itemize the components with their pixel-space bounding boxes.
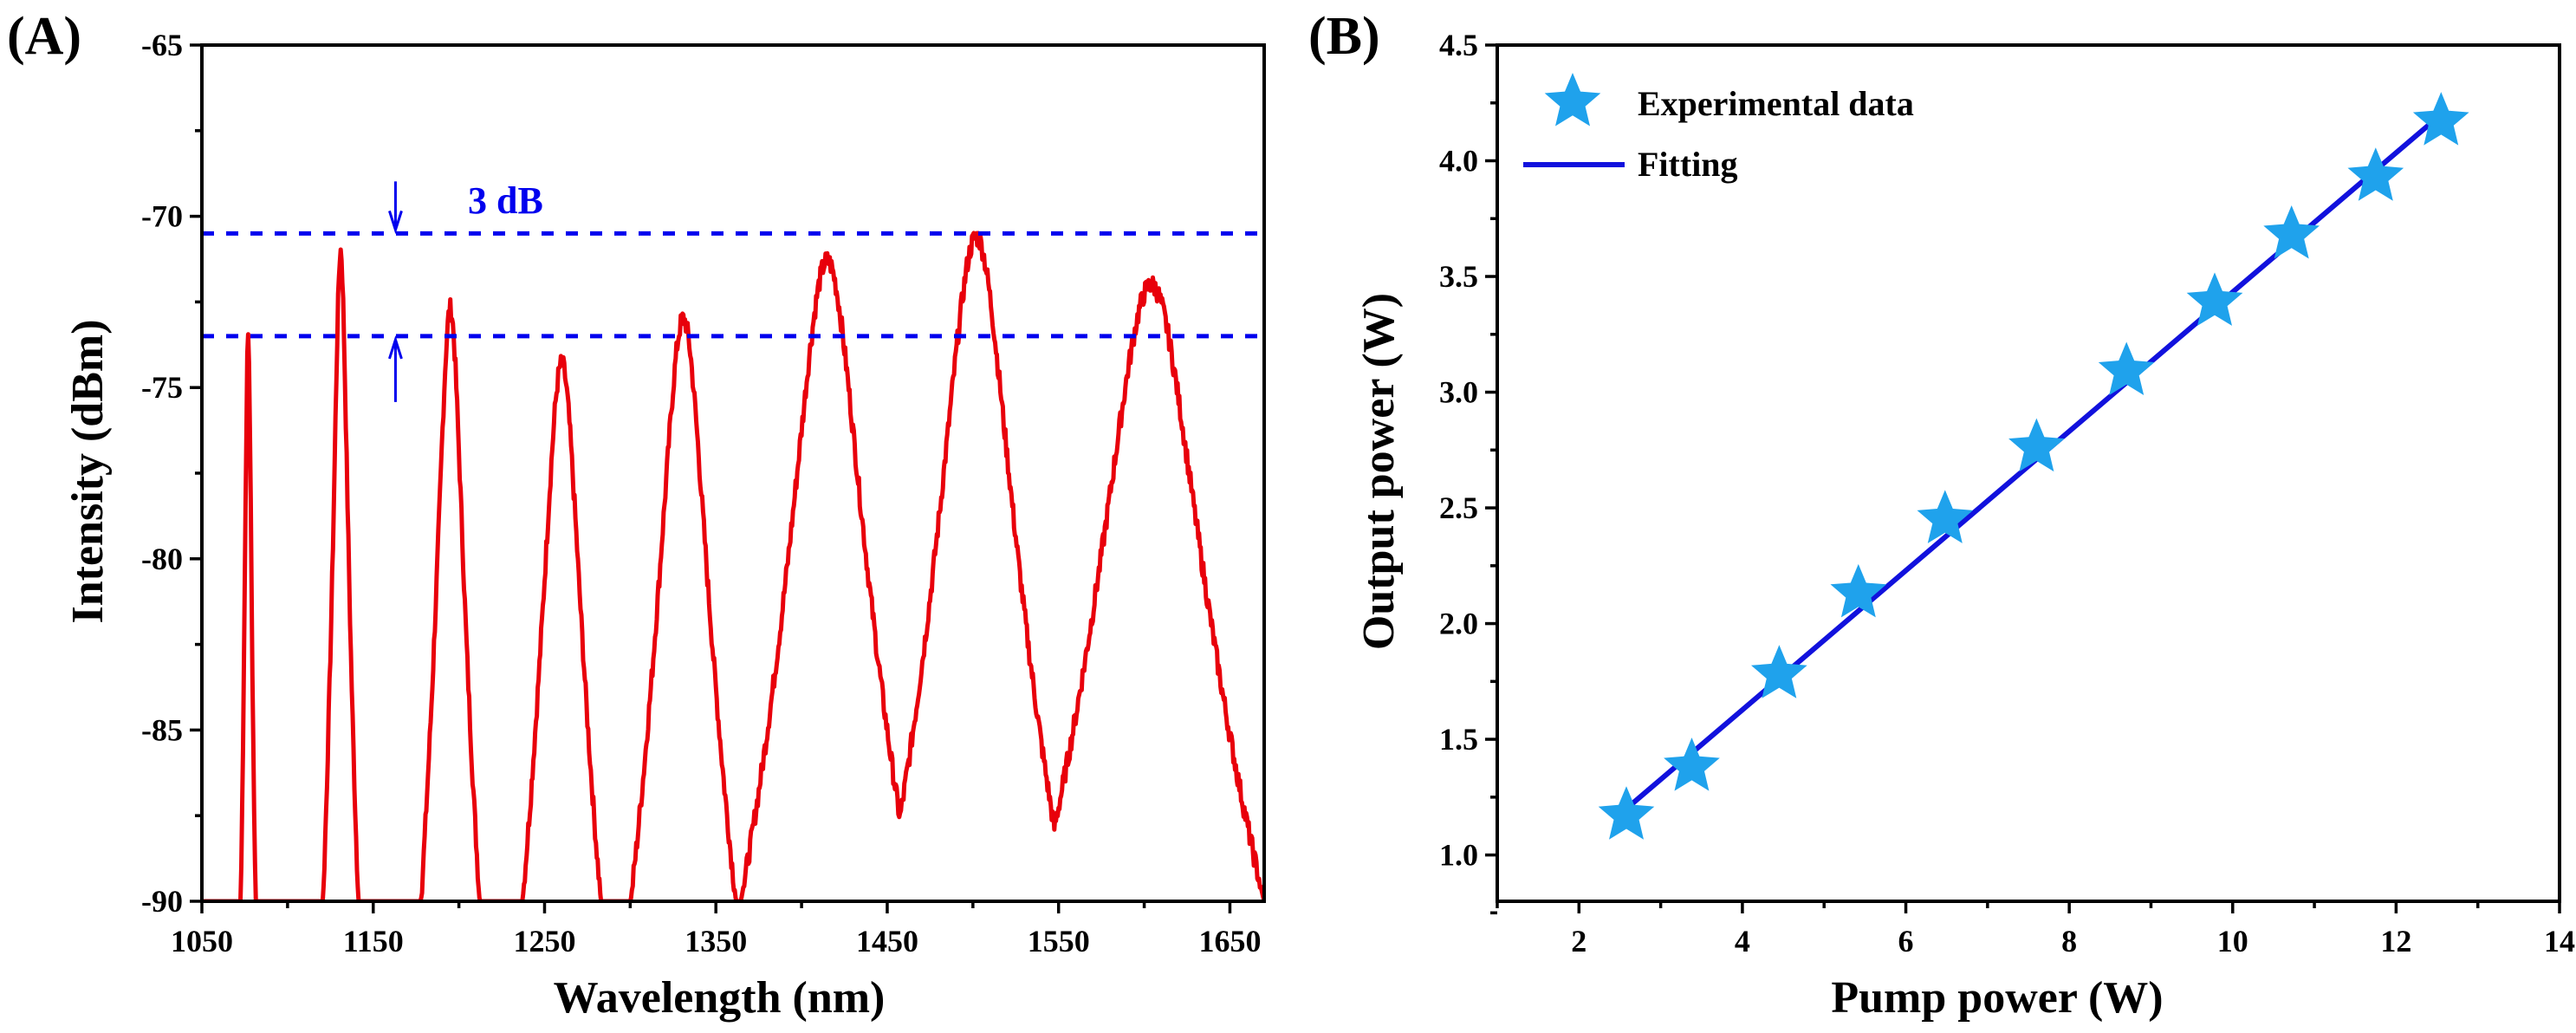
panel-b-label: (B) xyxy=(1308,7,1380,66)
panel-b-data-point-star xyxy=(1751,645,1807,698)
panel-b-x-tick-label: 12 xyxy=(2380,924,2411,958)
panel-b-power-chart: (B) 2 4 6 8 10 12 14 1.01.52.02.53.03.54.04.5 … xyxy=(1308,7,2575,1023)
legend-star-marker xyxy=(1544,73,1601,127)
panel-b-y-tick-label: 3.0 xyxy=(1439,375,1478,410)
panel-b-x-tick-label: 10 xyxy=(2217,924,2248,958)
panel-a-down-arrow-head xyxy=(388,210,403,235)
panel-a-x-ticks: 1050 1150 1250 1350 1450 1550 1650 xyxy=(171,901,1261,958)
panel-b-y-axis-title: Output power (W) xyxy=(1354,293,1404,650)
panel-a-3db-annotation: 3 dB xyxy=(468,179,543,222)
panel-b-y-tick-label: 3.5 xyxy=(1439,259,1478,294)
panel-a-y-tick-label: -90 xyxy=(141,884,183,919)
panel-b-data-point-star xyxy=(2008,418,2065,472)
legend-label-fitting: Fitting xyxy=(1638,145,1738,184)
panel-a-y-tick-label: -80 xyxy=(141,542,183,576)
panel-b-x-tick-label: 2 xyxy=(1571,924,1586,958)
panel-a-x-tick-label: 1350 xyxy=(685,924,747,958)
panel-b-y-tick-label: 1.5 xyxy=(1439,722,1478,757)
panel-b-y-tick-label: 4.0 xyxy=(1439,144,1478,179)
panel-b-data-point-star xyxy=(1598,786,1655,840)
panel-b-data-point-star xyxy=(2347,147,2404,201)
panel-b-x-tick-label: 8 xyxy=(2061,924,2077,958)
panel-a-x-tick-label: 1050 xyxy=(171,924,233,958)
panel-b-legend: Experimental data Fitting xyxy=(1523,73,1914,184)
panel-b-y-tick-label: 2.0 xyxy=(1439,607,1478,641)
panel-b-x-axis-title: Pump power (W) xyxy=(1831,973,2163,1023)
panel-a-y-tick-label: -75 xyxy=(141,370,183,405)
panel-a-x-tick-label: 1650 xyxy=(1198,924,1261,958)
panel-b-data-point-star xyxy=(2186,272,2243,326)
panel-a-label: (A) xyxy=(7,7,81,66)
panel-a-x-tick-label: 1450 xyxy=(856,924,918,958)
panel-b-data-point-star xyxy=(2098,341,2155,395)
panel-a-spectrum-chart: (A) 1050 1150 1250 1350 1450 1550 1650 -90-85-… xyxy=(7,7,1266,1023)
legend-star-shape xyxy=(1544,73,1601,127)
panel-b-y-tick-label: 2.5 xyxy=(1439,491,1478,525)
panel-a-y-tick-label: -70 xyxy=(141,199,183,234)
panel-b-y-ticks: 1.0 1.5 2.0 2.5 3.0 3.5 4.0 4.5 xyxy=(1439,28,1497,915)
panel-a-x-axis-title: Wavelength (nm) xyxy=(554,973,886,1023)
panel-b-data-point-star xyxy=(1917,490,1974,543)
panel-a-x-tick-label: 1150 xyxy=(343,924,404,958)
panel-a-axes-frame xyxy=(200,43,1266,903)
panel-a-y-axis-title: Intensity (dBm) xyxy=(63,319,113,623)
panel-a-y-tick-label: -65 xyxy=(141,28,183,62)
panel-a-x-tick-label: 1550 xyxy=(1028,924,1090,958)
panel-a-spectrum-line xyxy=(202,231,1264,901)
panel-b-x-tick-label: 6 xyxy=(1898,924,1914,958)
panel-b-x-tick-label: 4 xyxy=(1735,924,1750,958)
panel-b-data-point-star xyxy=(2412,92,2469,146)
panel-b-x-ticks: 2 4 6 8 10 12 14 xyxy=(1496,901,2575,958)
panel-b-y-tick-label: 4.5 xyxy=(1439,28,1478,62)
panel-b-plot-area xyxy=(1598,92,2469,840)
panel-b-x-tick-label: 14 xyxy=(2544,924,2575,958)
panel-b-axes-frame xyxy=(1496,43,2561,903)
legend-label-experimental: Experimental data xyxy=(1638,84,1914,123)
panel-a-y-ticks: -90 -85 -80 -75 -70 -65 xyxy=(141,28,202,919)
panel-a-up-arrow-head xyxy=(388,335,403,360)
panel-a-x-tick-label: 1250 xyxy=(513,924,575,958)
panel-a-plot-area xyxy=(202,181,1264,901)
panel-b-data-point-star xyxy=(1830,563,1887,618)
panel-b-y-tick-label: 1.0 xyxy=(1439,838,1478,873)
panel-a-y-tick-label: -85 xyxy=(141,712,183,747)
panel-b-data-point-star xyxy=(2263,205,2320,259)
panel-b-data-point-star xyxy=(1664,737,1720,791)
